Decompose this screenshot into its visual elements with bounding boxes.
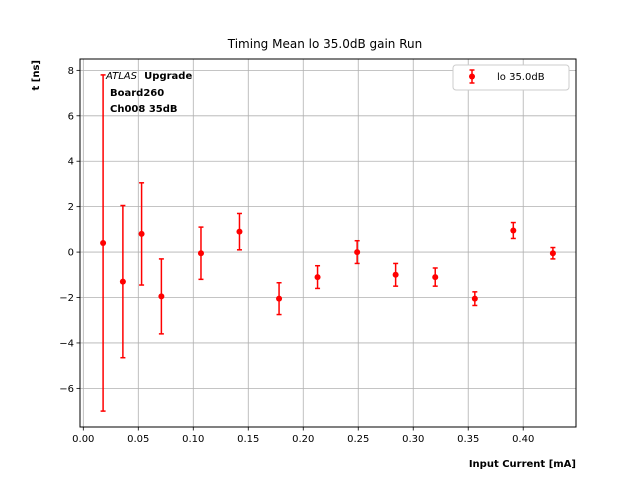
grid (80, 59, 576, 427)
data-points (100, 227, 556, 302)
data-point (100, 240, 107, 246)
y-axis-ticks: −6 −4 −2 0 2 4 6 8 (59, 66, 80, 395)
x-tick-label: 0.05 (127, 434, 149, 445)
axes-frame (79, 58, 577, 428)
y-tick-label: −4 (59, 338, 74, 349)
data-point (119, 278, 126, 285)
data-point (471, 295, 478, 302)
board-label: Board260 (110, 88, 164, 99)
y-tick-label: 4 (68, 157, 74, 168)
x-tick-label: 0.20 (292, 434, 314, 445)
data-point (549, 250, 556, 257)
y-tick-label: −6 (59, 384, 74, 395)
y-tick-label: 0 (68, 248, 74, 259)
data-point (276, 295, 283, 302)
data-point (197, 250, 204, 257)
legend-box (452, 64, 570, 91)
x-tick-label: 0.25 (347, 434, 369, 445)
x-tick-label: 0.30 (402, 434, 424, 445)
upgrade-label: Upgrade (144, 71, 192, 82)
y-tick-label: −2 (59, 293, 74, 304)
x-tick-label: 0.40 (512, 434, 534, 445)
chart-title: Timing Mean lo 35.0dB gain Run (227, 37, 422, 51)
data-point (138, 230, 145, 237)
legend: lo 35.0dB (452, 64, 570, 91)
data-point (354, 249, 361, 256)
atlas-annotation: ATLAS Upgrade Board260 Ch008 35dB (105, 71, 192, 115)
y-tick-label: 6 (68, 111, 74, 122)
data-point (432, 274, 439, 281)
data-point (314, 274, 321, 281)
x-tick-label: 0.00 (72, 434, 94, 445)
data-point (158, 293, 165, 300)
x-axis-ticks: 0.00 0.05 0.10 0.15 0.20 0.25 0.30 0.35 0.40 (72, 427, 534, 445)
atlas-label: ATLAS (105, 71, 138, 82)
legend-label: lo 35.0dB (497, 72, 545, 83)
x-axis-label: Input Current [mA] (469, 459, 576, 470)
data-point (510, 227, 517, 234)
y-axis-label: t [ns] (31, 60, 42, 90)
y-tick-label: 2 (68, 202, 74, 213)
x-tick-label: 0.35 (457, 434, 479, 445)
data-point (236, 228, 243, 235)
x-tick-label: 0.10 (182, 434, 204, 445)
y-tick-label: 8 (68, 66, 74, 77)
x-tick-label: 0.15 (237, 434, 259, 445)
channel-label: Ch008 35dB (110, 104, 178, 115)
svg-text:ATLAS Upgrade: ATLAS Upgrade (105, 71, 192, 82)
legend-marker (469, 73, 475, 80)
data-point (392, 271, 399, 278)
